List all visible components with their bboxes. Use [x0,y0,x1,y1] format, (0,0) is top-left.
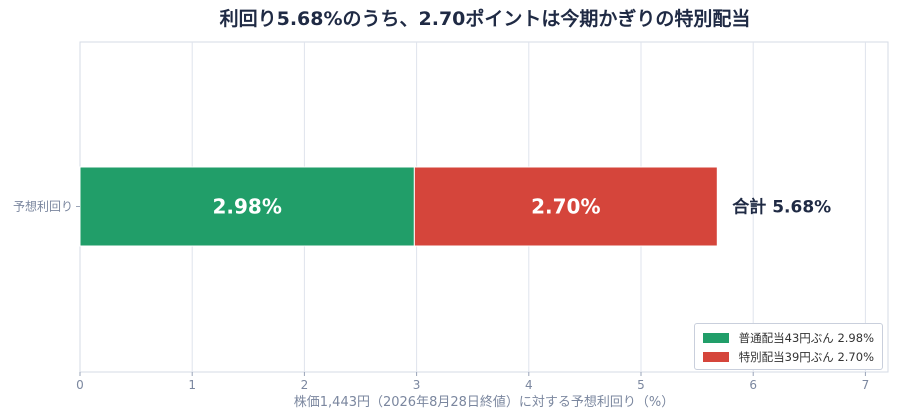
bar-segment-special [413,166,718,247]
x-tick-label: 2 [301,378,309,392]
total-label: 合計 5.68% [732,197,831,218]
x-tick-label: 1 [188,378,196,392]
x-tick-label: 3 [413,378,421,392]
legend-swatch-special [702,351,729,362]
bar-value-label: 2.98% [212,195,281,219]
y-category-label: 予想利回り [13,199,73,214]
bar-value-label: 2.70% [531,195,600,219]
chart-title: 利回り5.68%のうち、2.70ポイントは今期かぎりの特別配当 [220,7,751,30]
x-tick-label: 5 [637,378,645,392]
legend: 普通配当43円ぶん 2.98% 特別配当39円ぶん 2.70% [693,323,883,370]
x-tick-label: 6 [749,378,757,392]
x-axis-ticks: 0 1 2 3 4 5 6 7 [76,372,869,392]
y-axis-categories: 予想利回り [13,199,80,214]
x-tick-label: 0 [76,378,84,392]
x-tick-label: 4 [525,378,533,392]
legend-label-special: 特別配当39円ぶん 2.70% [738,349,874,364]
legend-item-regular: 普通配当43円ぶん 2.98% [702,328,874,347]
x-axis-label: 株価1,443円（2026年8月28日終値）に対する予想利回り（%） [294,394,674,410]
bars: 2.98% 2.70% [79,166,718,247]
legend-item-special: 特別配当39円ぶん 2.70% [702,347,874,366]
legend-swatch-regular [702,332,729,343]
legend-label-regular: 普通配当43円ぶん 2.98% [738,330,874,345]
x-tick-label: 7 [862,378,870,392]
bar-segment-regular [79,166,415,247]
